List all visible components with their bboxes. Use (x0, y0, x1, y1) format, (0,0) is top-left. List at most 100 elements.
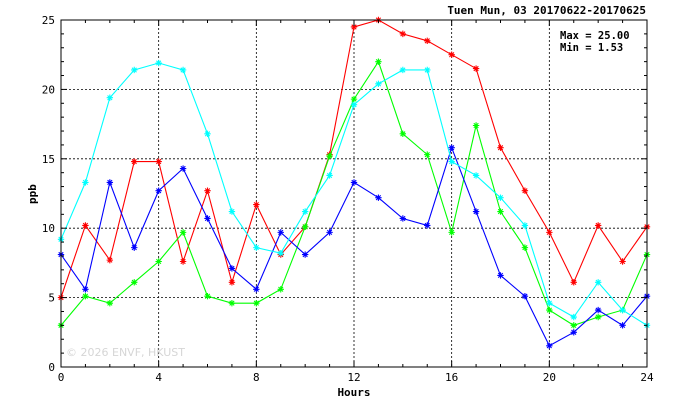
data-point (375, 80, 382, 88)
data-point (399, 215, 407, 222)
data-point (326, 172, 333, 179)
data-point (82, 179, 89, 186)
data-point (155, 187, 162, 194)
data-point (521, 244, 529, 251)
y-tick-label: 10 (42, 222, 55, 235)
data-point (570, 322, 577, 329)
data-point (204, 187, 211, 194)
data-point (204, 130, 211, 138)
data-point (228, 279, 236, 286)
data-point (326, 152, 333, 160)
data-point (472, 172, 480, 179)
data-point (106, 179, 114, 186)
data-point (472, 65, 480, 72)
data-point (521, 222, 529, 229)
data-point (155, 59, 162, 67)
watermark: © 2026 ENVF, HKUST (66, 346, 185, 359)
y-tick-label: 15 (42, 153, 55, 166)
data-point (570, 329, 577, 336)
data-point (228, 299, 236, 307)
data-point (179, 66, 187, 74)
x-tick-label: 8 (253, 371, 260, 384)
y-tick-label: 25 (42, 14, 55, 27)
data-point (82, 293, 89, 300)
data-point (375, 58, 382, 65)
chart-header-title: Tuen Mun, 03 20170622-20170625 (447, 4, 646, 17)
x-tick-label: 24 (640, 371, 654, 384)
data-point (497, 194, 504, 201)
data-point (277, 249, 284, 257)
data-point (350, 101, 358, 108)
data-point (326, 229, 333, 236)
data-point (106, 94, 114, 101)
data-point (350, 95, 358, 103)
data-point (179, 258, 187, 265)
data-point (619, 258, 626, 265)
data-point (228, 208, 236, 215)
data-point (472, 208, 480, 215)
data-point (179, 165, 187, 172)
data-point (106, 299, 114, 307)
y-tick-label: 20 (42, 83, 55, 96)
data-point (546, 299, 553, 307)
x-axis-ticks: 0 4 8 12 16 20 24 (58, 20, 654, 384)
data-point (594, 222, 602, 229)
data-point (619, 322, 626, 329)
data-point (570, 279, 577, 286)
data-point (131, 158, 138, 165)
data-point (106, 256, 114, 264)
data-point (497, 208, 504, 215)
plot-frame (60, 19, 648, 368)
data-point (448, 51, 455, 58)
y-tick-label: 0 (48, 361, 55, 374)
data-point (424, 222, 431, 229)
data-point (424, 37, 431, 45)
data-point (521, 293, 529, 300)
series-layer (57, 16, 651, 349)
data-point (82, 222, 89, 229)
data-point (424, 66, 431, 74)
data-point (277, 229, 284, 236)
x-tick-label: 20 (543, 371, 556, 384)
x-axis-title: Hours (337, 386, 370, 399)
data-point (350, 179, 358, 186)
data-point (204, 293, 211, 300)
y-axis-title: ppb (26, 184, 39, 204)
data-point (253, 286, 260, 293)
data-point (253, 201, 260, 208)
data-point (497, 144, 504, 151)
x-tick-label: 12 (347, 371, 360, 384)
data-point (228, 265, 236, 272)
data-point (594, 279, 602, 286)
data-point (277, 286, 284, 293)
data-point (424, 151, 431, 158)
data-point (546, 229, 553, 236)
data-point (301, 251, 309, 258)
data-point (301, 223, 309, 231)
data-point (375, 194, 382, 201)
x-tick-label: 4 (155, 371, 162, 384)
data-point (497, 272, 504, 279)
data-point (594, 313, 602, 321)
data-point (253, 244, 260, 251)
data-point (546, 306, 553, 314)
data-point (253, 299, 260, 307)
data-point (155, 158, 162, 165)
series-3 (57, 144, 651, 349)
data-point (448, 158, 455, 165)
min-stat-label: Min = 1.53 (560, 42, 623, 54)
data-point (399, 30, 407, 38)
data-point (131, 244, 138, 251)
gridlines (61, 20, 647, 367)
y-tick-label: 5 (48, 292, 55, 305)
x-tick-label: 16 (445, 371, 458, 384)
data-point (350, 23, 358, 31)
data-point (131, 279, 138, 286)
max-stat-label: Max = 25.00 (560, 30, 630, 42)
data-point (204, 215, 211, 222)
data-point (570, 313, 577, 321)
data-point (594, 306, 602, 314)
data-point (179, 229, 187, 236)
data-point (131, 66, 138, 74)
